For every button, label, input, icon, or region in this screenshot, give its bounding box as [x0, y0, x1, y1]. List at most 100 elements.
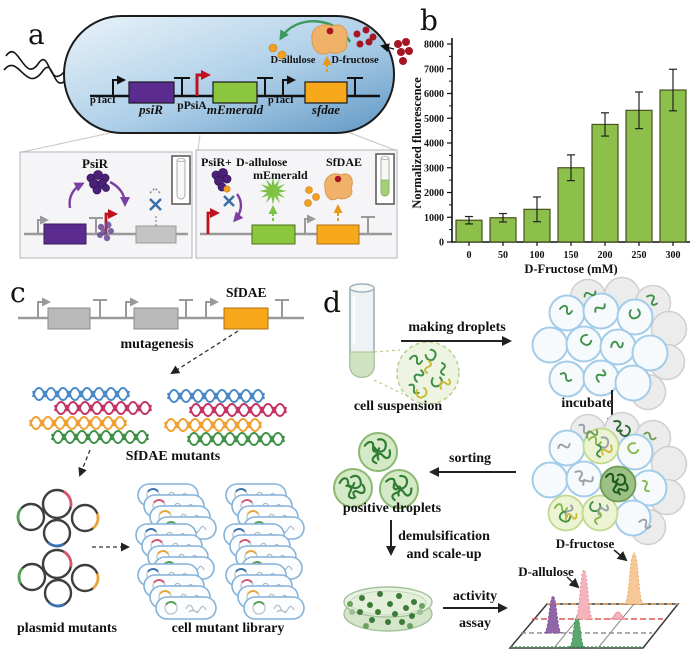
- promoter-ptac2-icon: [282, 75, 296, 96]
- gene-memerald-box: [212, 81, 258, 104]
- cell-mutant-library-group: [136, 484, 304, 619]
- allulose-dots-icon: [304, 186, 320, 207]
- promoter-ptac1-label: pTacI: [90, 95, 116, 106]
- psir-gene-box: [43, 223, 87, 245]
- expression-cassette: SfDAE: [18, 285, 304, 330]
- empty-tube-icon: [171, 155, 191, 205]
- y-tick-label: 8000: [424, 40, 444, 51]
- terminator-icon: [89, 217, 103, 234]
- ligation-arrow: [78, 449, 91, 477]
- x-tick-label: 100: [530, 250, 545, 261]
- dna-mutant-strands: [29, 387, 287, 446]
- fructose-peak-label: D-fructose: [556, 536, 615, 551]
- silent-gene-box: [135, 225, 177, 244]
- memerald-title: mEmerald: [253, 168, 308, 182]
- promoter-ppsia-icon: [195, 70, 211, 96]
- repressed-state-box: PsiR: [19, 151, 193, 259]
- y-tick-label: 1000: [424, 213, 444, 224]
- making-droplets-label: making droplets: [408, 320, 506, 335]
- sfdae-gene-box: [316, 224, 360, 245]
- cell-library-label: cell mutant library: [172, 621, 285, 636]
- promoter-icon: [304, 214, 316, 234]
- y-tick-label: 6000: [424, 89, 444, 100]
- y-tick-label: 0: [439, 238, 444, 249]
- allulose-label: D-allulose: [271, 55, 316, 66]
- green-tube-icon: [375, 153, 395, 205]
- x-tick-label: 50: [498, 250, 508, 261]
- bar: [591, 123, 619, 243]
- bound-repressor-icon: [97, 221, 114, 242]
- fresh-droplets-group: [531, 276, 688, 411]
- panel-c-label: c: [10, 276, 26, 309]
- promoter-ppsia-label: pPsiA: [177, 100, 207, 112]
- demulsification-label-1: demulsification: [398, 529, 490, 544]
- purple-peak: [543, 595, 563, 634]
- allulose-title: D-allulose: [236, 155, 288, 169]
- x-tick-label: 150: [564, 250, 579, 261]
- promoter-icon: [37, 215, 49, 234]
- psir-title: PsiR: [82, 156, 109, 171]
- no-binding-x-icon: [223, 195, 235, 207]
- panel-c-workflow: c SfDAE mutagenesis SfDAE mutants: [10, 276, 304, 636]
- dna-construct: pTacI psiR pPsiA mEmerald pTacI sfdae: [90, 70, 380, 117]
- fructose-entry-arrow: [380, 43, 395, 53]
- sfdae-mutants-label: SfDAE mutants: [126, 449, 221, 464]
- psir-allulose-complex-icon: [211, 168, 232, 192]
- release-arrow-icon: [233, 193, 244, 223]
- x-axis-title: D-Fructose (mM): [524, 262, 617, 276]
- terminator-icon: [174, 77, 190, 96]
- gene-psiR-box: [128, 81, 175, 104]
- petri-dish-icon: [343, 586, 433, 632]
- allulose-molecules-icon: [268, 43, 287, 60]
- bacterial-cell: [63, 15, 395, 134]
- plasmid-mutants-group: [16, 488, 100, 608]
- fructose-peak: [623, 552, 645, 605]
- fructose-molecules-icon: [353, 26, 377, 48]
- x-tick-label: 200: [598, 250, 613, 261]
- allulose-pointer-arrow: [566, 576, 580, 589]
- memerald-fluorescence-icon: [259, 177, 287, 205]
- y-tick-label: 3000: [424, 163, 444, 174]
- gene-sfdae-box: [304, 81, 348, 104]
- sfdae-enzyme-icon: [324, 173, 353, 201]
- panel-a-circuit: a pTacI psiR pPsiA mEmerald pTacI sfdae: [3, 15, 413, 259]
- gene-sfdae-label: sfdae: [311, 102, 340, 117]
- ppsia-promoter-icon: [206, 208, 220, 234]
- cell-suspension-label: cell suspension: [354, 399, 443, 414]
- allulose-peak: [574, 569, 594, 620]
- sorting-label: sorting: [449, 451, 491, 466]
- sfdae-enzyme-icon: [311, 24, 348, 55]
- sfdae-title: SfDAE: [326, 155, 362, 169]
- terminator-icon: [347, 77, 363, 96]
- panel-d-label: d: [323, 286, 341, 319]
- cell-suspension-tube: [349, 283, 375, 379]
- y-tick-label: 4000: [424, 139, 444, 150]
- magnifier-inset: [373, 341, 460, 405]
- small-pink-peak: [609, 611, 627, 620]
- x-tick-label: 300: [666, 250, 681, 261]
- fructose-label: D-fructose: [331, 55, 379, 66]
- panel-a-label: a: [28, 18, 45, 51]
- induced-state-box: PsiR+ D-allulose mEmerald SfDAE: [195, 149, 398, 259]
- sfdae-gene-label: SfDAE: [226, 285, 267, 300]
- sfdae-gene-box: [223, 307, 269, 330]
- terminator-icon: [361, 216, 375, 234]
- y-tick-label: 7000: [424, 64, 444, 75]
- y-tick-label: 5000: [424, 114, 444, 125]
- incubate-label: incubate: [561, 396, 612, 411]
- positive-droplets-label: positive droplets: [343, 501, 442, 516]
- panel-b-bar-chart: b 0 1000 2000 3000 4000 5000 6000 7000 8000 0 50 10…: [410, 4, 690, 276]
- panel-d-workflow: d cell suspension making droplets: [323, 276, 688, 649]
- psir-plus-title: PsiR+: [201, 155, 232, 169]
- no-expression-x-icon: [149, 198, 162, 211]
- fructose-pointer-arrow: [613, 549, 628, 562]
- bar: [625, 109, 653, 243]
- memerald-gene-box: [251, 224, 296, 245]
- panel-b-label: b: [420, 4, 438, 37]
- incubated-droplets-group: [531, 411, 688, 546]
- zoom-connector-lines: [21, 130, 396, 153]
- promoter-ptac1-icon: [112, 75, 126, 96]
- external-fructose-icon: [394, 38, 413, 65]
- allulose-peak-label: D-allulose: [518, 564, 574, 579]
